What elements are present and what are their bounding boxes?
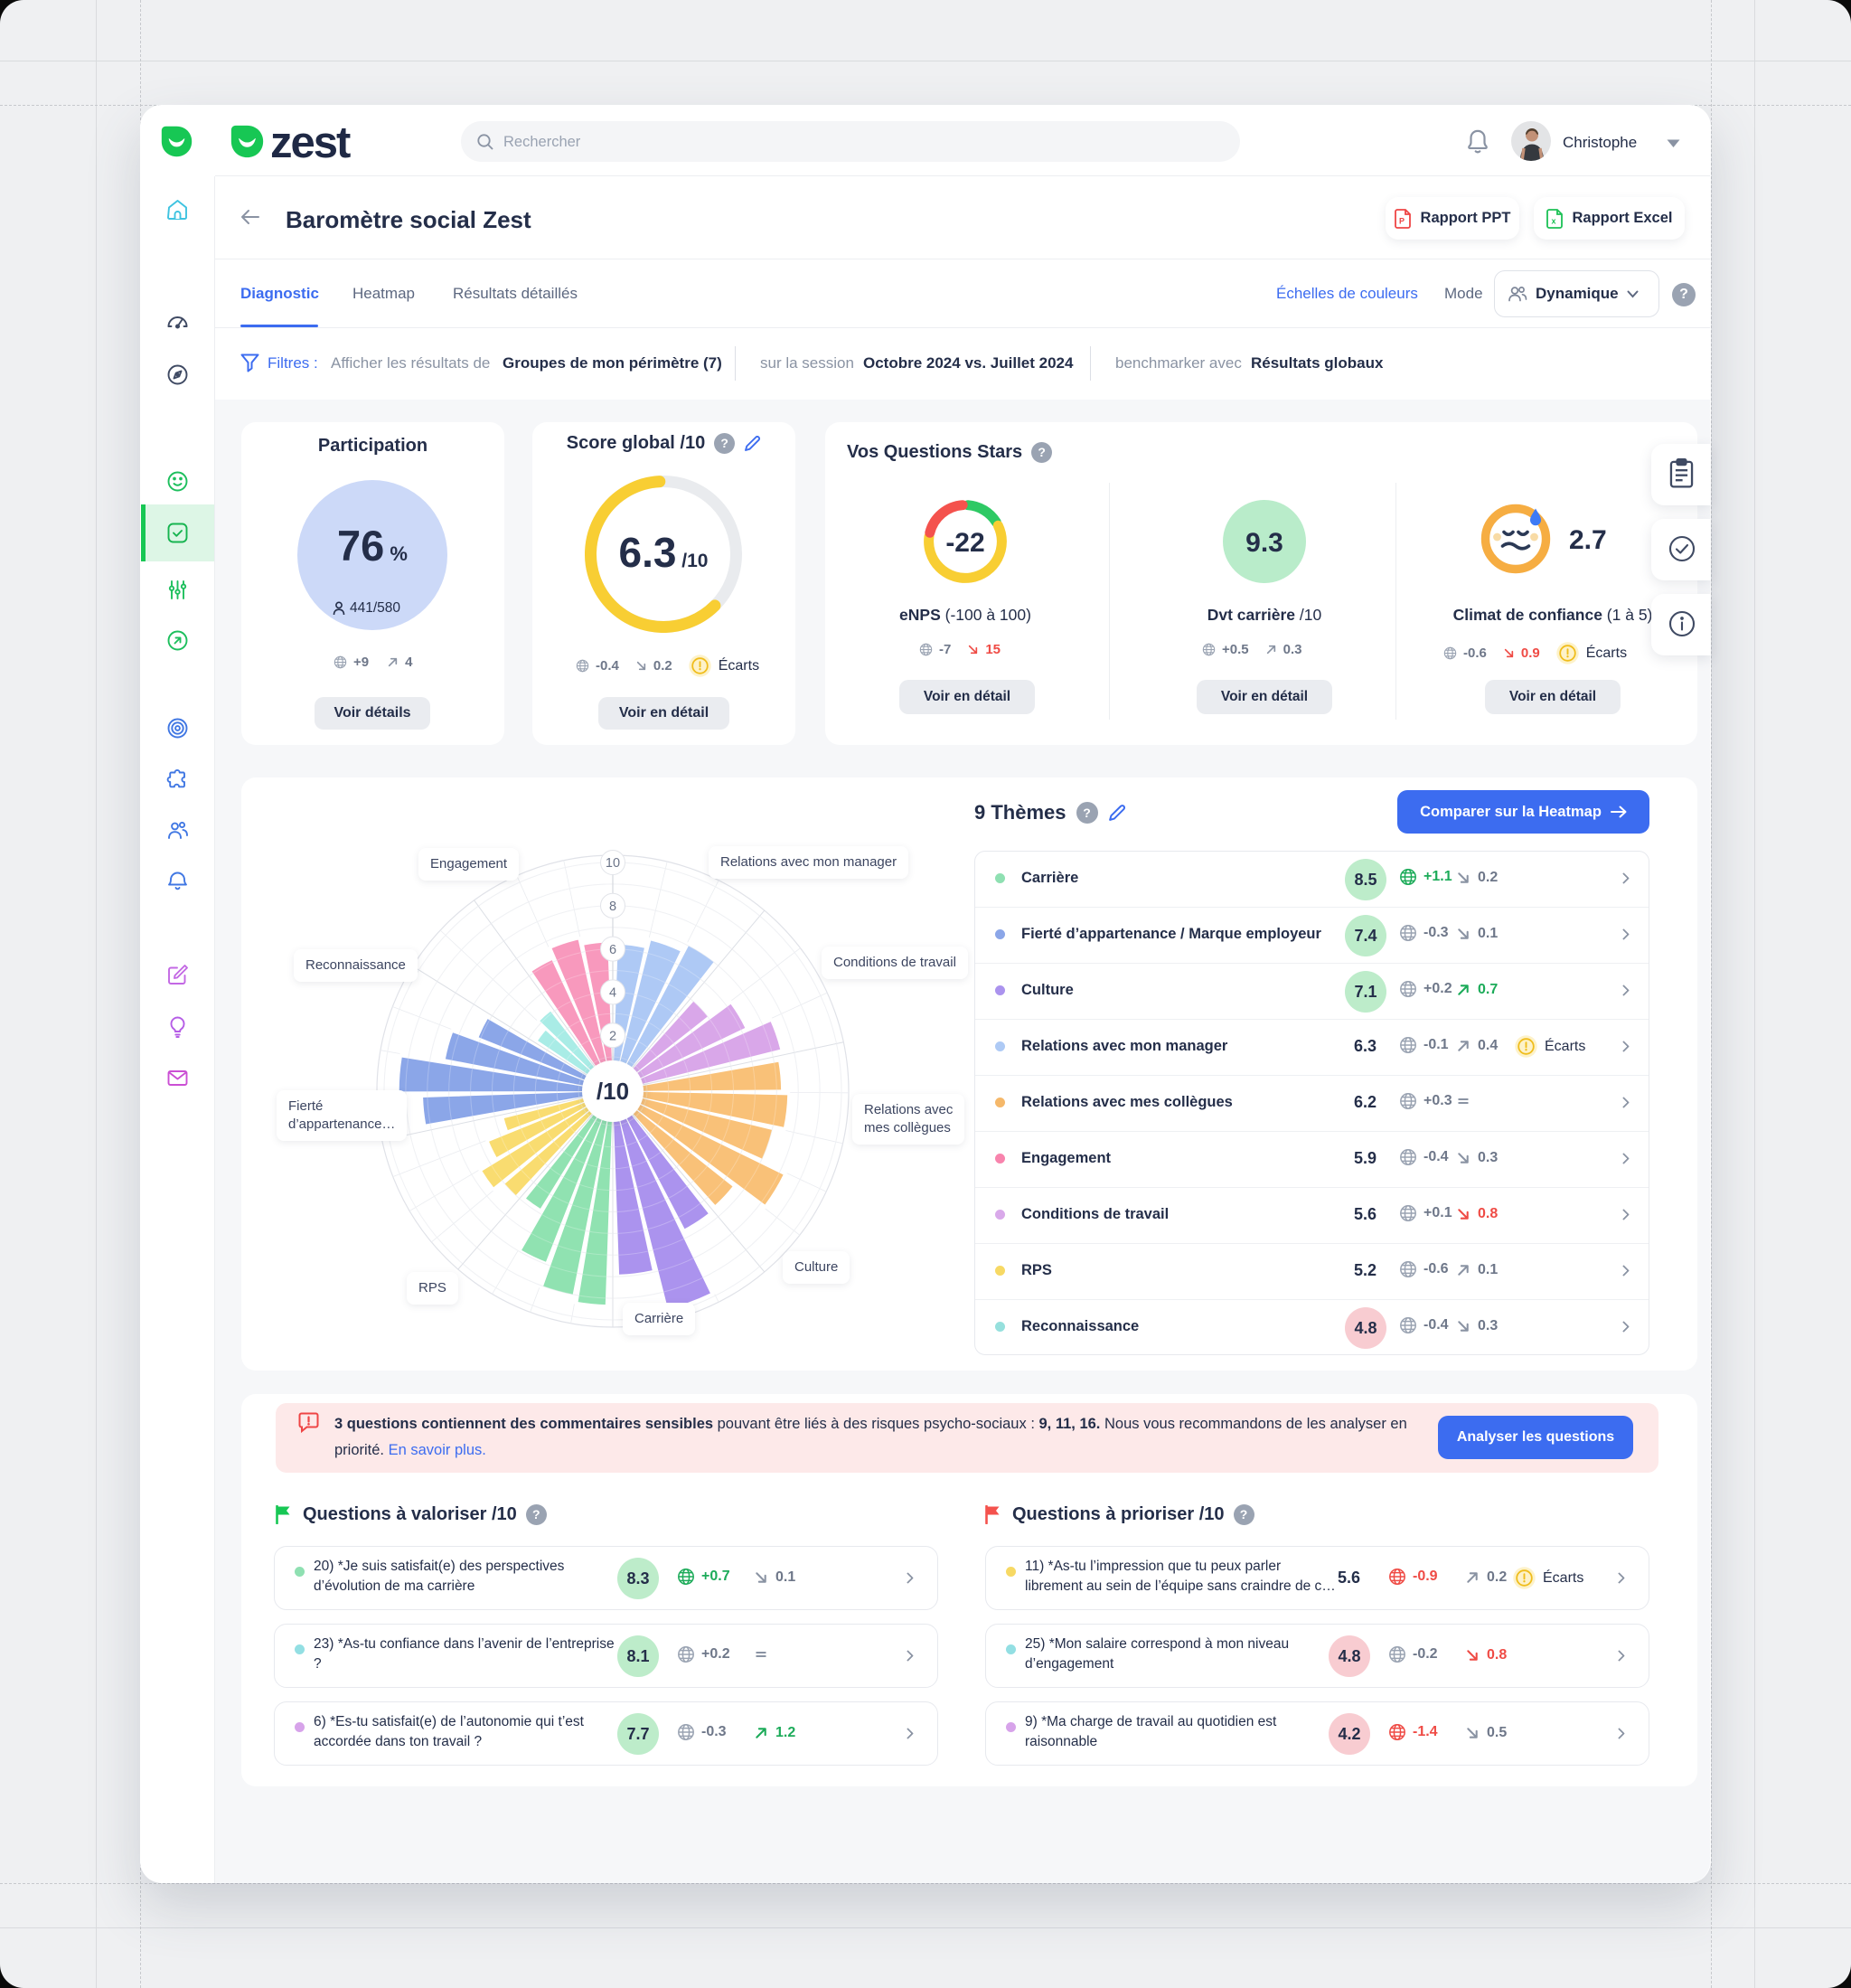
svg-text:6: 6 <box>609 943 616 957</box>
svg-text:8: 8 <box>609 900 616 914</box>
svg-text:2: 2 <box>609 1029 616 1043</box>
svg-text:4: 4 <box>609 986 616 1001</box>
svg-text:P: P <box>1399 216 1405 225</box>
svg-text:/10: /10 <box>597 1078 629 1105</box>
svg-text:x: x <box>1551 216 1555 225</box>
svg-text:10: 10 <box>606 856 620 871</box>
